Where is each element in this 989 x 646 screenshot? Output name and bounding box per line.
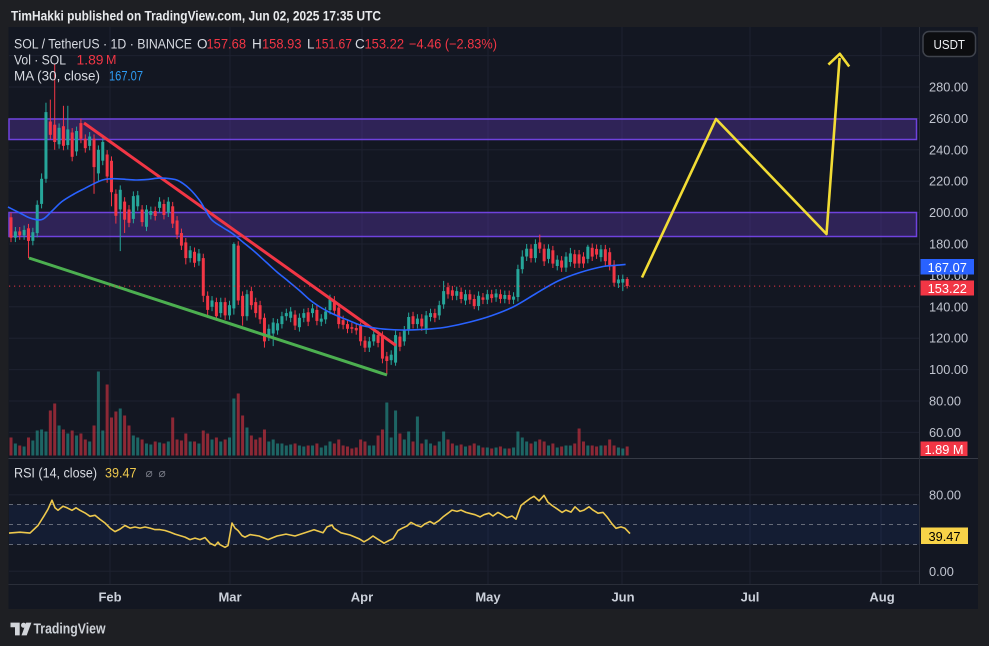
svg-text:39.47: 39.47 xyxy=(105,466,137,481)
svg-text:80.00: 80.00 xyxy=(929,487,961,502)
svg-text:Apr: Apr xyxy=(351,590,373,605)
svg-text:SOL / TetherUS · 1D · BINANCE: SOL / TetherUS · 1D · BINANCE xyxy=(14,37,192,52)
svg-text:Feb: Feb xyxy=(98,590,121,605)
svg-text:153.22: 153.22 xyxy=(365,37,405,52)
svg-text:Vol · SOL: Vol · SOL xyxy=(14,53,66,68)
svg-text:80.00: 80.00 xyxy=(929,394,961,409)
svg-text:Mar: Mar xyxy=(218,590,241,605)
svg-text:M: M xyxy=(106,53,116,67)
svg-text:280.00: 280.00 xyxy=(929,80,968,95)
svg-text:C: C xyxy=(355,37,365,52)
svg-text:120.00: 120.00 xyxy=(929,331,968,346)
svg-text:Jul: Jul xyxy=(741,590,760,605)
svg-text:180.00: 180.00 xyxy=(929,237,968,252)
svg-text:39.47: 39.47 xyxy=(928,529,960,544)
svg-text:MA (30, close): MA (30, close) xyxy=(14,69,100,84)
svg-text:200.00: 200.00 xyxy=(929,205,968,220)
svg-text:H: H xyxy=(252,37,262,52)
svg-text:O: O xyxy=(197,37,208,52)
svg-text:151.67: 151.67 xyxy=(315,37,352,52)
svg-text:Jun: Jun xyxy=(611,590,634,605)
svg-text:220.00: 220.00 xyxy=(929,174,968,189)
svg-text:L: L xyxy=(307,37,315,52)
svg-text:100.00: 100.00 xyxy=(929,362,968,377)
svg-text:RSI (14, close): RSI (14, close) xyxy=(14,466,97,481)
svg-text:USDT: USDT xyxy=(934,37,966,52)
svg-text:May: May xyxy=(475,590,501,605)
svg-text:⌀: ⌀ xyxy=(146,466,153,480)
svg-text:TimHakki published on TradingV: TimHakki published on TradingView.com, J… xyxy=(11,9,381,24)
svg-text:153.22: 153.22 xyxy=(928,281,967,296)
svg-text:⌀: ⌀ xyxy=(159,466,166,480)
svg-text:1.89: 1.89 xyxy=(77,53,104,68)
svg-text:−4.46 (−2.83%): −4.46 (−2.83%) xyxy=(409,37,497,52)
svg-text:158.93: 158.93 xyxy=(262,37,302,52)
svg-text:140.00: 140.00 xyxy=(929,299,968,314)
svg-text:TradingView: TradingView xyxy=(34,622,107,638)
svg-text:0.00: 0.00 xyxy=(929,564,954,579)
svg-text:240.00: 240.00 xyxy=(929,142,968,157)
svg-text:60.00: 60.00 xyxy=(929,425,961,440)
svg-text:Aug: Aug xyxy=(869,590,894,605)
svg-text:260.00: 260.00 xyxy=(929,111,968,126)
svg-text:167.07: 167.07 xyxy=(109,69,143,84)
svg-text:1.89 M: 1.89 M xyxy=(924,442,963,457)
svg-text:167.07: 167.07 xyxy=(928,260,967,275)
svg-text:157.68: 157.68 xyxy=(207,37,247,52)
